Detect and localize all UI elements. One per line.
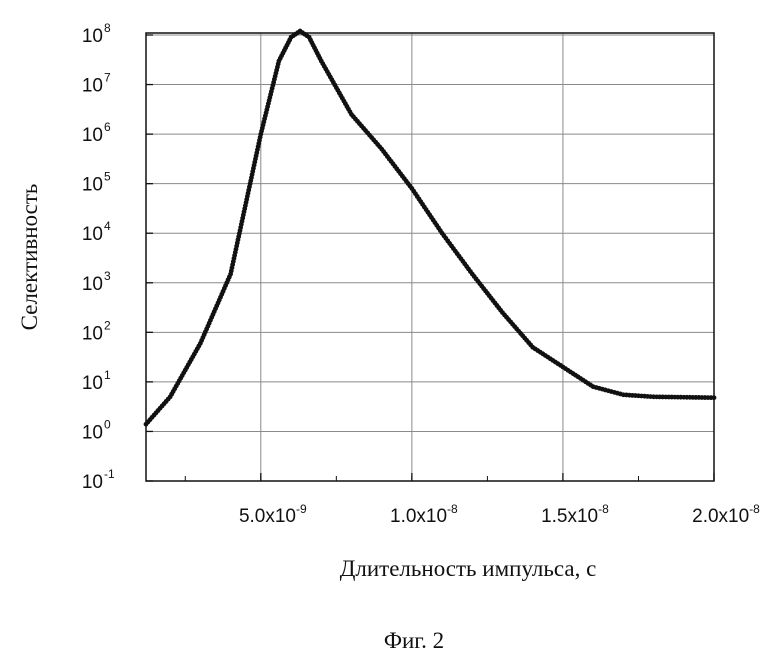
y-tick-label: 107 bbox=[82, 71, 111, 97]
y-tick-base: 10 bbox=[82, 125, 103, 146]
x-tick-label: 1.0x10-8 bbox=[390, 502, 458, 527]
y-tick-exponent: 8 bbox=[104, 21, 111, 35]
y-tick-label: 101 bbox=[82, 368, 111, 394]
x-tick-label: 1.5x10-8 bbox=[541, 502, 609, 527]
y-axis-label: Селективность bbox=[17, 184, 42, 331]
y-tick-base: 10 bbox=[82, 422, 103, 443]
x-tick-exponent: -8 bbox=[598, 502, 609, 516]
y-tick-base: 10 bbox=[82, 224, 103, 245]
y-tick-label: 105 bbox=[82, 170, 111, 196]
y-tick-labels: 10-1100101102103104105106107108 bbox=[82, 21, 115, 493]
x-tick-mantissa: 1.0x10 bbox=[390, 506, 447, 527]
y-tick-label: 100 bbox=[82, 417, 111, 443]
y-tick-exponent: 3 bbox=[104, 269, 111, 283]
y-tick-label: 108 bbox=[82, 21, 111, 47]
x-tick-exponent: -8 bbox=[447, 502, 458, 516]
x-tick-mantissa: 5.0x10 bbox=[239, 506, 296, 527]
data-points bbox=[144, 29, 717, 427]
x-tick-exponent: -9 bbox=[296, 502, 307, 516]
tick-marks bbox=[146, 35, 714, 481]
y-tick-base: 10 bbox=[82, 472, 103, 493]
y-tick-base: 10 bbox=[82, 323, 103, 344]
y-tick-exponent: 2 bbox=[104, 318, 111, 332]
x-axis-label: Длительность импульса, с bbox=[340, 556, 597, 581]
figure-caption: Фиг. 2 bbox=[384, 628, 444, 653]
y-tick-label: 103 bbox=[82, 269, 111, 295]
y-tick-exponent: 7 bbox=[104, 71, 111, 85]
y-tick-label: 10-1 bbox=[82, 467, 115, 493]
x-tick-labels: 5.0x10-91.0x10-81.5x10-82.0x10-8 bbox=[239, 502, 760, 527]
y-tick-exponent: 4 bbox=[104, 219, 111, 233]
y-tick-base: 10 bbox=[82, 175, 103, 196]
x-tick-label: 5.0x10-9 bbox=[239, 502, 307, 527]
y-tick-exponent: 1 bbox=[104, 368, 111, 382]
y-tick-exponent: 5 bbox=[104, 170, 111, 184]
y-tick-base: 10 bbox=[82, 76, 103, 97]
y-tick-exponent: 0 bbox=[104, 417, 111, 431]
grid-lines bbox=[146, 33, 714, 481]
y-tick-label: 102 bbox=[82, 318, 111, 344]
x-tick-mantissa: 1.5x10 bbox=[541, 506, 598, 527]
y-tick-base: 10 bbox=[82, 373, 103, 394]
x-tick-exponent: -8 bbox=[749, 502, 760, 516]
x-tick-label: 2.0x10-8 bbox=[692, 502, 760, 527]
y-tick-label: 106 bbox=[82, 120, 111, 146]
y-tick-base: 10 bbox=[82, 26, 103, 47]
y-tick-exponent: -1 bbox=[104, 467, 115, 481]
y-tick-exponent: 6 bbox=[104, 120, 111, 134]
y-tick-base: 10 bbox=[82, 274, 103, 295]
plot-frame bbox=[146, 33, 714, 481]
y-tick-label: 104 bbox=[82, 219, 111, 245]
x-tick-mantissa: 2.0x10 bbox=[692, 506, 749, 527]
